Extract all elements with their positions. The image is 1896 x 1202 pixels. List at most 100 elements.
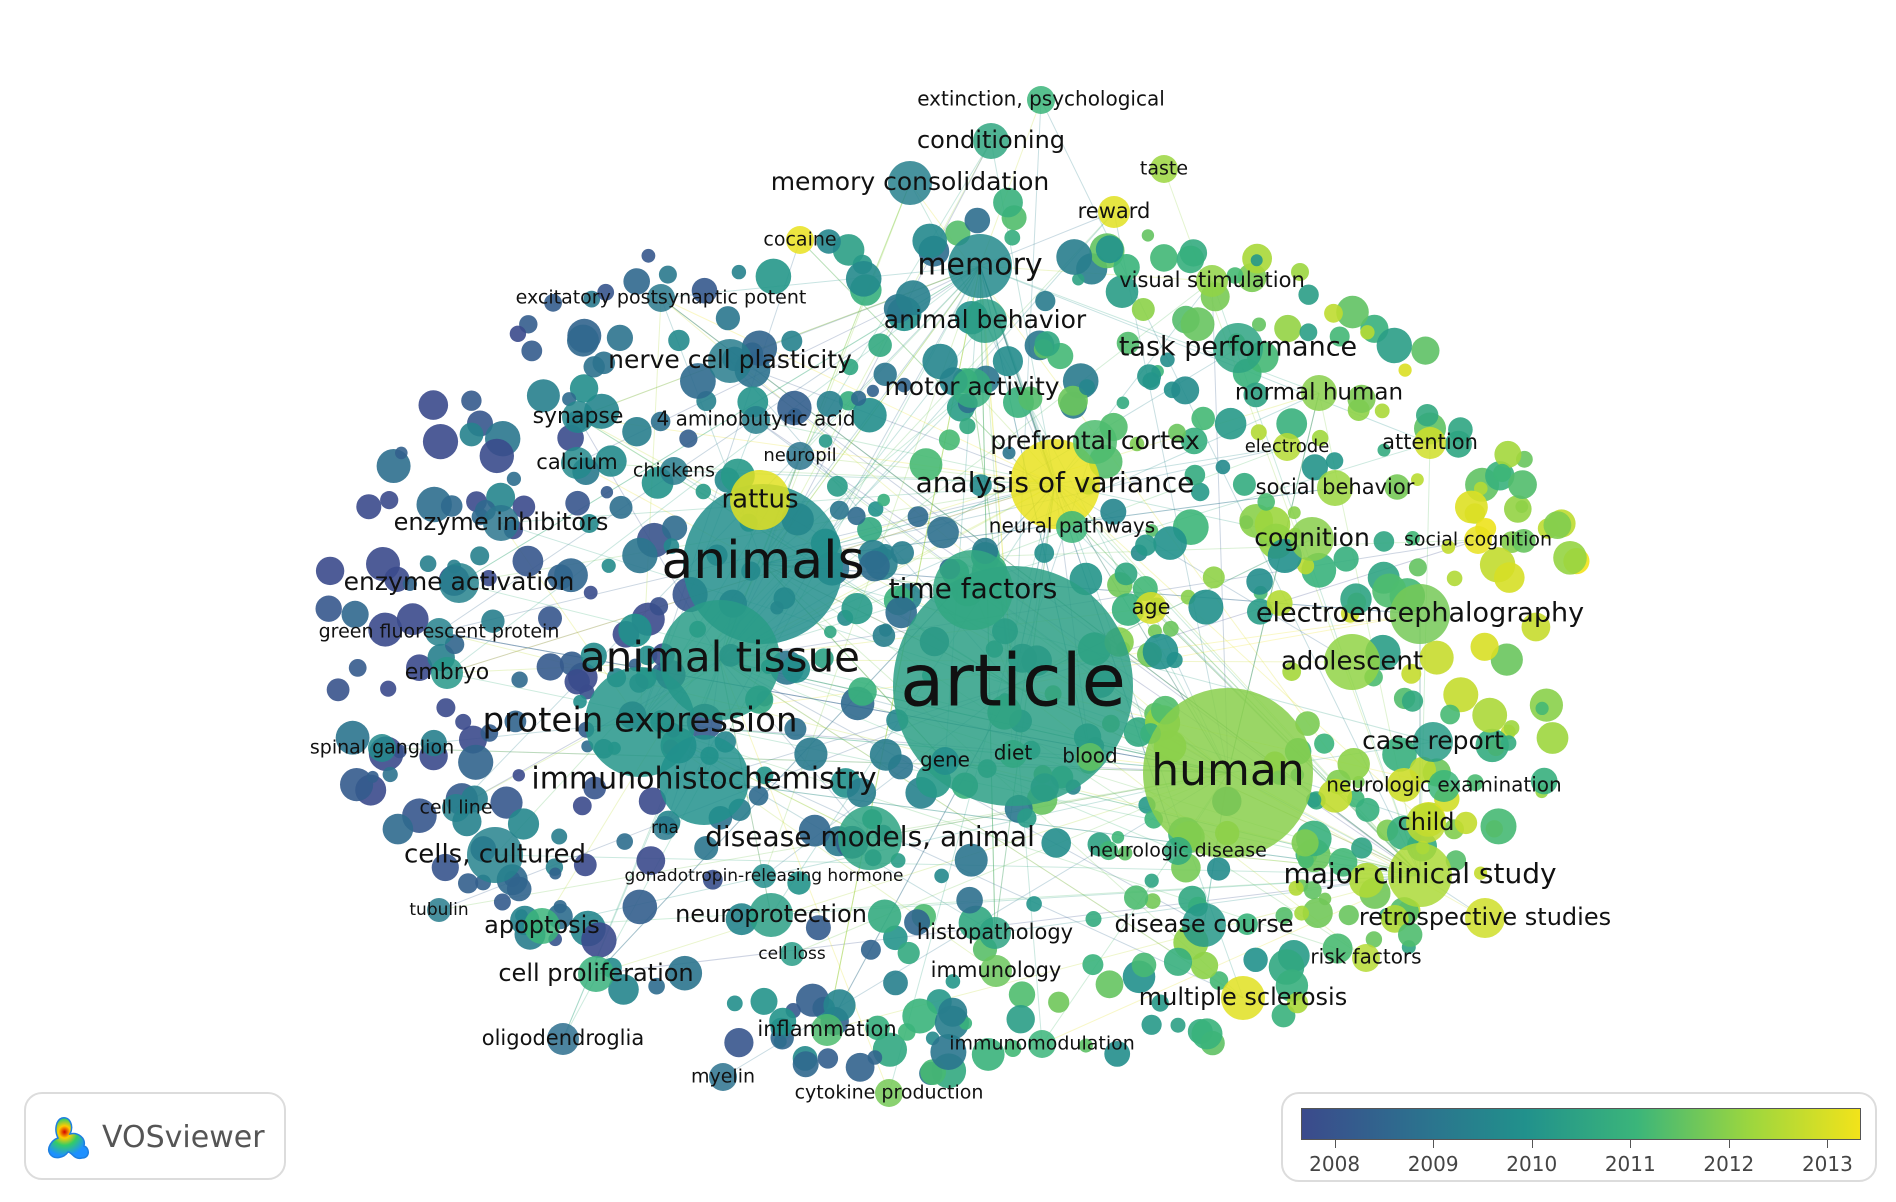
keyword-label[interactable]: major clinical study [1283,857,1556,890]
keyword-node-immunomodulation[interactable] [1028,1030,1056,1058]
keyword-node-rattus[interactable] [730,470,790,530]
keyword-node-immunology[interactable] [980,955,1012,987]
keyword-node-memory[interactable] [948,234,1012,298]
keyword-node-cocaine[interactable] [786,226,814,254]
keyword-node-cell-proliferation[interactable] [578,956,614,992]
keyword-label[interactable]: neurologic disease [1089,840,1267,862]
keyword-node-age[interactable] [1135,592,1167,624]
keyword-label[interactable]: multiple sclerosis [1139,983,1347,1011]
keyword-label[interactable]: risk factors [1310,945,1421,969]
keyword-node-electrode[interactable] [1273,433,1301,461]
keyword-label[interactable]: disease course [1114,910,1293,938]
keyword-label[interactable]: gene [920,748,970,772]
keyword-node-4-aminobutyric-acid[interactable] [742,406,770,434]
keyword-label[interactable]: analysis of variance [916,466,1195,499]
keyword-label[interactable]: social behavior [1256,475,1415,499]
keyword-label[interactable]: immunology [931,958,1062,982]
keyword-node-social-cognition[interactable] [1464,526,1492,554]
keyword-node-apoptosis[interactable] [524,908,560,944]
keyword-label[interactable]: chickens [633,460,715,482]
keyword-label[interactable]: cell proliferation [498,959,693,987]
keyword-node-adolescent[interactable] [1324,634,1380,690]
keyword-node-motor-activity[interactable] [952,368,992,408]
keyword-label[interactable]: neuropil [763,445,836,466]
keyword-label[interactable]: enzyme inhibitors [394,508,609,536]
keyword-label[interactable]: age [1131,595,1170,619]
keyword-label[interactable]: rna [651,818,679,838]
keyword-node-attention[interactable] [1414,427,1446,459]
keyword-node-major-clinical-study[interactable] [1388,843,1452,907]
keyword-label[interactable]: social cognition [1404,529,1552,551]
keyword-node-extinction-psychological[interactable] [1027,86,1055,114]
keyword-label[interactable]: cell line [419,797,492,819]
keyword-label[interactable]: cognition [1254,523,1370,552]
keyword-node-retrospective-studies[interactable] [1465,898,1505,938]
keyword-node-oligodendroglia[interactable] [547,1023,579,1055]
keyword-label[interactable]: reward [1078,199,1151,223]
keyword-label[interactable]: disease models, animal [705,820,1035,853]
keyword-node-disease-course[interactable] [1182,903,1226,947]
keyword-node-conditioning[interactable] [973,123,1009,159]
keyword-node-synapse[interactable] [562,401,594,433]
keyword-label[interactable]: cell loss [758,944,826,964]
keyword-label[interactable]: child [1398,808,1455,836]
keyword-node-inflammation[interactable] [811,1014,843,1046]
keyword-label[interactable]: protein expression [482,701,797,741]
keyword-label[interactable]: enzyme activation [344,567,575,596]
keyword-label[interactable]: immunomodulation [949,1033,1135,1055]
keyword-node-myelin[interactable] [709,1063,737,1091]
keyword-node-tubulin[interactable] [427,898,451,922]
keyword-label[interactable]: retrospective studies [1359,903,1611,931]
keyword-label[interactable]: electroencephalography [1256,598,1584,629]
keyword-node-article[interactable] [893,566,1133,806]
keyword-node-embryo[interactable] [431,657,463,689]
keyword-label[interactable]: oligodendroglia [482,1026,644,1050]
keyword-node-spinal-ganglion[interactable] [368,734,396,762]
keyword-node-cells-cultured[interactable] [467,827,523,883]
keyword-node-prefrontal-cortex[interactable] [1073,420,1117,464]
keyword-label[interactable]: apoptosis [484,911,600,939]
keyword-node-gonadotropin-releasing-hormone[interactable] [752,864,776,888]
keyword-node-child[interactable] [1406,803,1446,843]
keyword-label[interactable]: electrode [1245,436,1330,457]
keyword-node-social-behavior[interactable] [1317,470,1353,506]
keyword-node-gene[interactable] [931,747,959,775]
keyword-label[interactable]: article [900,639,1126,723]
keyword-label[interactable]: conditioning [917,126,1065,154]
keyword-label[interactable]: calcium [536,450,617,474]
keyword-label[interactable]: cytokine production [795,1082,984,1104]
keyword-node-immunohistochemistry[interactable] [659,735,749,825]
keyword-node-risk-factors[interactable] [1352,944,1380,972]
keyword-label[interactable]: spinal ganglion [310,737,454,759]
keyword-node-enzyme-inhibitors[interactable] [483,505,519,541]
keyword-node-excitatory-postsynaptic-potent[interactable] [647,284,675,312]
keyword-label[interactable]: neurologic examination [1326,773,1561,797]
keyword-nodes[interactable] [368,86,1505,1107]
keyword-node-reward[interactable] [1098,196,1130,228]
keyword-node-chickens[interactable] [660,457,688,485]
keyword-node-neuroprotection[interactable] [749,893,793,937]
keyword-node-analysis-of-variance[interactable] [1010,439,1100,529]
keyword-node-calcium[interactable] [561,447,593,479]
keyword-label[interactable]: normal human [1235,380,1403,406]
keyword-label[interactable]: neuroprotection [675,900,867,928]
keyword-label[interactable]: inflammation [757,1017,896,1041]
keyword-label[interactable]: cells, cultured [404,840,586,870]
keyword-node-cognition[interactable] [1290,517,1334,561]
keyword-label[interactable]: 4 aminobutyric acid [657,407,856,431]
keyword-node-electroencephalography[interactable] [1390,584,1450,644]
keyword-label[interactable]: case report [1362,726,1504,755]
keyword-node-human[interactable] [1143,688,1313,858]
keyword-node-multiple-sclerosis[interactable] [1221,976,1265,1020]
keyword-label[interactable]: visual stimulation [1119,268,1305,292]
keyword-node-histopathology[interactable] [979,917,1011,949]
keyword-node-diet[interactable] [999,740,1027,768]
keyword-label[interactable]: extinction, psychological [917,87,1165,111]
keyword-label[interactable]: neural pathways [989,514,1155,538]
keyword-node-nerve-cell-plasticity[interactable] [708,339,752,383]
keyword-node-green-fluorescent-protein[interactable] [425,618,453,646]
keyword-label[interactable]: attention [1382,430,1478,454]
keyword-label[interactable]: prefrontal cortex [990,426,1200,455]
keyword-label[interactable]: motor activity [884,372,1059,401]
